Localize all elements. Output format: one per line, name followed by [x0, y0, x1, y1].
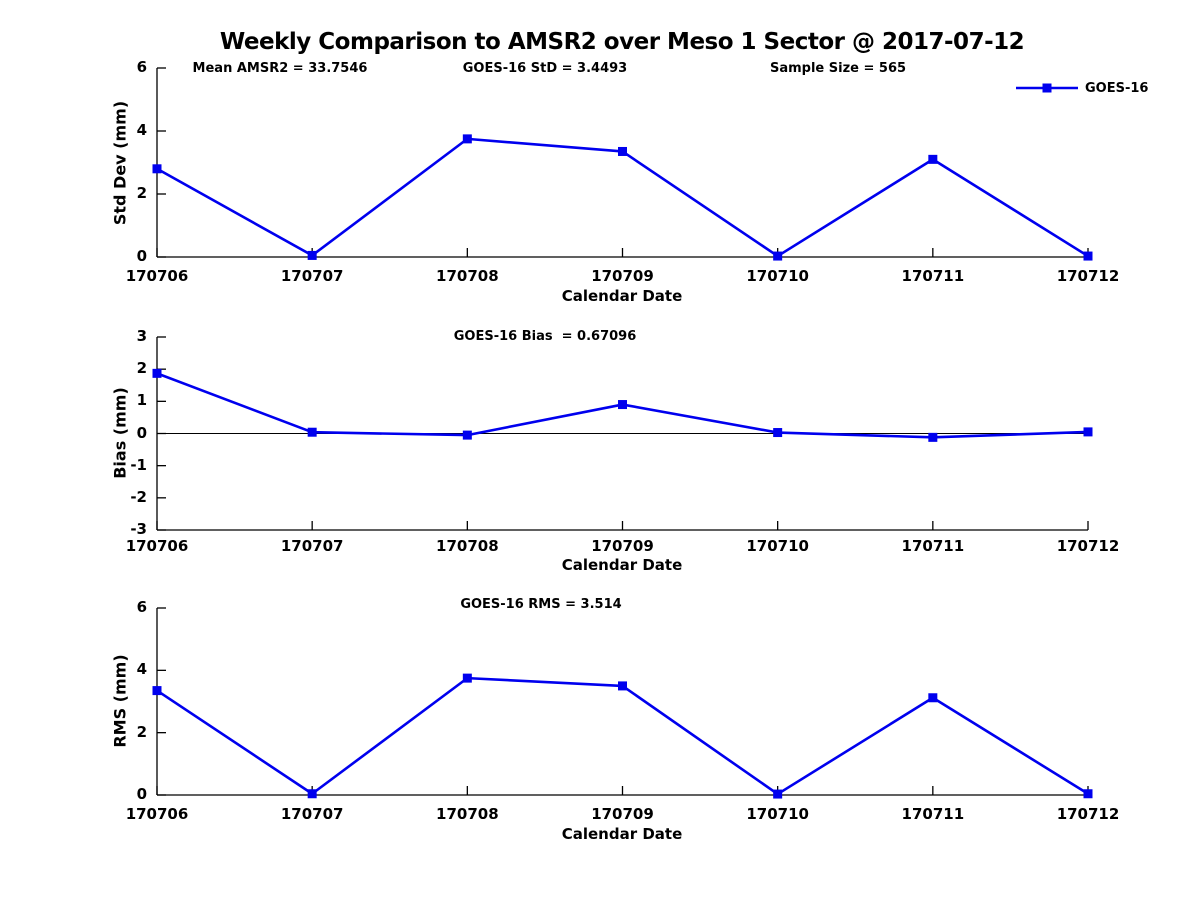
- data-point-marker: [773, 789, 783, 799]
- x-tick-label: 170709: [591, 805, 654, 823]
- x-axis-label-middle: Calendar Date: [561, 556, 683, 574]
- x-tick-label: 170712: [1056, 805, 1120, 823]
- data-point-marker: [618, 146, 627, 156]
- data-point-marker: [152, 368, 162, 378]
- data-point-marker: [1083, 427, 1093, 437]
- annotation-mean-amsr2: Mean AMSR2 = 33.7546: [192, 61, 368, 76]
- x-tick-label: 170708: [436, 805, 499, 823]
- data-point-marker: [773, 428, 783, 438]
- x-tick-label: 170709: [591, 267, 654, 285]
- x-tick-label: 170710: [746, 537, 809, 555]
- data-point-marker: [152, 686, 162, 696]
- y-tick-label: 0: [136, 247, 147, 265]
- y-tick-label: 2: [136, 184, 147, 202]
- y-axis-label-std-dev: Std Dev (mm): [110, 100, 130, 226]
- data-point-marker: [307, 789, 317, 799]
- data-point-marker: [618, 400, 627, 410]
- annotation-goes16-bias: GOES-16 Bias = 0.67096: [453, 329, 637, 344]
- legend-label: GOES-16: [1085, 81, 1149, 96]
- data-point-marker: [928, 693, 938, 703]
- data-point-marker: [462, 134, 472, 144]
- x-tick-label: 170711: [901, 267, 965, 285]
- data-point-marker: [152, 164, 162, 174]
- y-tick-label: 0: [136, 423, 147, 442]
- x-tick-label: 170710: [746, 805, 809, 823]
- x-tick-label: 170712: [1056, 267, 1120, 285]
- legend-marker-sample: [1042, 83, 1052, 93]
- data-point-marker: [462, 430, 472, 440]
- data-point-marker: [307, 250, 317, 260]
- y-tick-label: 0: [136, 785, 147, 803]
- data-line-std-dev: [156, 137, 1089, 258]
- data-point-marker: [307, 427, 317, 437]
- y-tick-label: 1: [136, 391, 147, 410]
- x-tick-label: 170707: [280, 537, 344, 555]
- x-tick-label: 170708: [436, 267, 499, 285]
- y-tick-label: 4: [136, 660, 147, 679]
- data-line-rms: [156, 676, 1089, 796]
- x-axis-label-bottom: Calendar Date: [561, 825, 683, 843]
- annotation-goes16-std: GOES-16 StD = 3.4493: [462, 61, 628, 76]
- x-tick-label: 170711: [901, 805, 965, 823]
- data-point-marker: [773, 251, 783, 261]
- y-tick-label: -1: [130, 455, 147, 474]
- x-tick-label: 170709: [591, 537, 654, 555]
- x-tick-label: 170710: [746, 267, 809, 285]
- y-tick-label: -2: [130, 487, 147, 506]
- y-tick-label: 6: [136, 598, 147, 616]
- x-tick-label: 170708: [436, 537, 499, 555]
- data-point-marker: [928, 154, 938, 164]
- x-axis-label-top: Calendar Date: [561, 287, 683, 305]
- data-point-marker: [462, 673, 472, 683]
- y-tick-label: 6: [136, 58, 147, 76]
- data-point-marker: [1083, 251, 1093, 261]
- y-tick-label: 2: [136, 722, 147, 741]
- y-tick-label: 4: [136, 121, 147, 139]
- x-tick-label: 170706: [125, 537, 189, 555]
- chart-title: Weekly Comparison to AMSR2 over Meso 1 S…: [219, 29, 1025, 55]
- y-tick-label: 3: [136, 327, 147, 345]
- x-tick-label: 170711: [901, 537, 965, 555]
- data-point-marker: [1083, 789, 1093, 799]
- y-tick-label: -3: [130, 520, 147, 538]
- x-tick-label: 170707: [280, 805, 344, 823]
- annotation-goes16-rms: GOES-16 RMS = 3.514: [460, 597, 622, 612]
- y-tick-label: 2: [136, 359, 147, 378]
- x-tick-label: 170707: [280, 267, 344, 285]
- data-point-marker: [928, 432, 938, 442]
- annotation-sample-size: Sample Size = 565: [769, 61, 907, 76]
- data-point-marker: [618, 681, 627, 691]
- x-tick-label: 170706: [125, 805, 189, 823]
- x-tick-label: 170712: [1056, 537, 1120, 555]
- x-tick-label: 170706: [125, 267, 189, 285]
